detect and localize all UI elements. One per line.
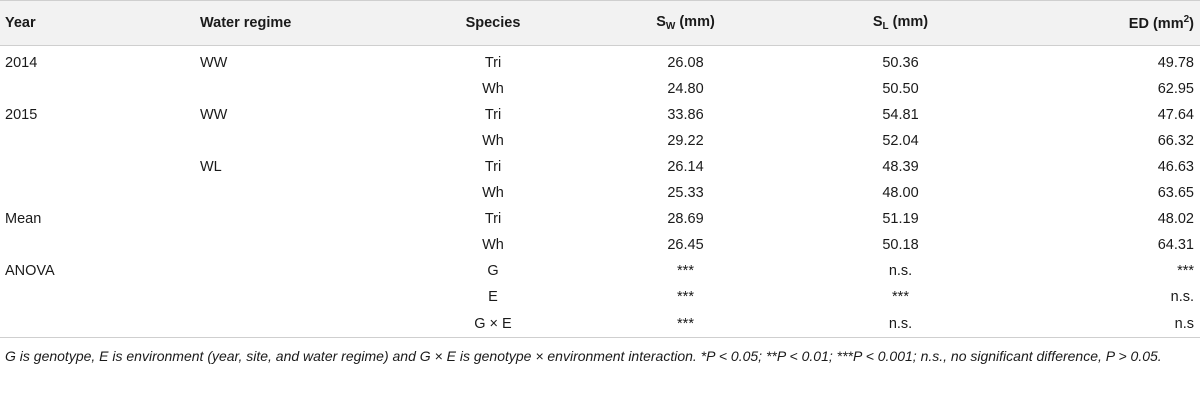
cell-sl: n.s.	[793, 310, 1008, 338]
cell-sw: 26.08	[667, 55, 704, 71]
cell-species: E	[488, 289, 498, 305]
cell-year: Mean	[5, 211, 42, 227]
table-row: 2014 WW Tri 26.08 50.36 49.78	[0, 46, 1200, 77]
cell-year: 2014	[5, 55, 38, 71]
data-table-container: Year Water regime Species SW (mm) SL (mm…	[0, 0, 1200, 364]
header-sw: SW (mm)	[578, 0, 793, 46]
table-row: 2015 WW Tri 33.86 54.81 47.64	[0, 102, 1200, 128]
table-row: E *** *** n.s.	[0, 284, 1200, 310]
cell-species: Tri	[484, 55, 502, 71]
cell-sl: 48.39	[882, 159, 919, 175]
cell-ed: 46.63	[1157, 159, 1194, 175]
cell-ed: ***	[1177, 263, 1194, 279]
cell-sl: 50.50	[882, 81, 919, 97]
cell-year: ANOVA	[5, 263, 55, 279]
cell-sw: 29.22	[667, 133, 704, 149]
header-sw-main: S	[656, 14, 666, 30]
cell-ed: 48.02	[1157, 211, 1194, 227]
cell-year: 2015	[5, 107, 38, 123]
cell-sw: ***	[677, 263, 694, 279]
cell-sl: 50.36	[882, 55, 919, 71]
cell-species: G	[487, 263, 499, 279]
table-footnote: G is genotype, E is environment (year, s…	[5, 348, 1162, 364]
cell-sl: 48.00	[882, 185, 919, 201]
header-water-regime: Water regime	[200, 0, 408, 46]
cell-water-regime	[200, 76, 408, 102]
cell-ed: 62.95	[1157, 81, 1194, 97]
header-sl-sub: L	[882, 21, 889, 32]
table-row: Wh 25.33 48.00 63.65	[0, 180, 1200, 206]
cell-year	[0, 76, 200, 102]
table-header-row: Year Water regime Species SW (mm) SL (mm…	[0, 0, 1200, 46]
cell-ed: 64.31	[1157, 237, 1194, 253]
cell-year	[0, 154, 200, 180]
table-row: Wh 26.45 50.18 64.31	[0, 232, 1200, 258]
cell-ed: 63.65	[1157, 185, 1194, 201]
cell-species: Wh	[482, 237, 504, 253]
cell-sw: 26.14	[667, 159, 704, 175]
cell-species: G × E	[408, 310, 578, 338]
cell-year	[0, 310, 200, 338]
cell-year	[0, 128, 200, 154]
cell-species: Tri	[484, 107, 502, 123]
table-row: G × E *** n.s. n.s	[0, 310, 1200, 338]
cell-sw: 24.80	[667, 81, 704, 97]
cell-ed: 49.78	[1157, 55, 1194, 71]
cell-ed: n.s.	[1170, 289, 1194, 305]
cell-species: Tri	[484, 159, 502, 175]
cell-sw: ***	[677, 289, 694, 305]
cell-ed: 47.64	[1157, 107, 1194, 123]
cell-sl: n.s.	[888, 263, 913, 279]
cell-species: Tri	[484, 211, 502, 227]
header-sw-unit: (mm)	[675, 14, 715, 30]
header-sl: SL (mm)	[793, 0, 1008, 46]
cell-water-regime	[200, 284, 408, 310]
table-row: ANOVA G *** n.s. ***	[0, 258, 1200, 284]
table-body: 2014 WW Tri 26.08 50.36 49.78 Wh 24.80 5…	[0, 46, 1200, 338]
cell-water-regime	[200, 232, 408, 258]
header-sl-unit: (mm)	[888, 14, 929, 30]
data-table: Year Water regime Species SW (mm) SL (mm…	[0, 0, 1200, 338]
header-sw-sub: W	[665, 21, 676, 32]
table-row: Mean Tri 28.69 51.19 48.02	[0, 206, 1200, 232]
cell-species: Wh	[482, 185, 504, 201]
header-species: Species	[408, 0, 578, 46]
cell-sl: 50.18	[882, 237, 919, 253]
cell-water-regime	[200, 258, 408, 284]
cell-year	[0, 284, 200, 310]
cell-water-regime: WL	[200, 159, 222, 175]
cell-water-regime	[200, 180, 408, 206]
cell-year	[0, 180, 200, 206]
table-row: WL Tri 26.14 48.39 46.63	[0, 154, 1200, 180]
cell-sl: 51.19	[882, 211, 919, 227]
table-row: Wh 24.80 50.50 62.95	[0, 76, 1200, 102]
header-sl-main: S	[872, 14, 883, 30]
header-ed: ED (mm2)	[1008, 0, 1200, 46]
cell-sl: ***	[892, 289, 909, 305]
cell-ed: 66.32	[1157, 133, 1194, 149]
cell-water-regime	[200, 206, 408, 232]
cell-sw: 28.69	[667, 211, 704, 227]
cell-species: Wh	[482, 81, 504, 97]
cell-sw: 25.33	[667, 185, 704, 201]
cell-water-regime: WW	[200, 55, 228, 71]
header-year: Year	[0, 0, 200, 46]
cell-species: Wh	[482, 133, 504, 149]
header-ed-close: )	[1189, 16, 1194, 32]
cell-water-regime: WW	[200, 107, 228, 123]
cell-sw: 26.45	[667, 237, 704, 253]
header-ed-sup: 2	[1183, 14, 1190, 25]
cell-year	[0, 232, 200, 258]
cell-ed: n.s	[1008, 310, 1200, 338]
cell-sw: ***	[578, 310, 793, 338]
header-ed-main: ED (mm	[1128, 16, 1184, 32]
cell-sw: 33.86	[667, 107, 704, 123]
cell-water-regime	[200, 310, 408, 338]
cell-water-regime	[200, 128, 408, 154]
cell-sl: 54.81	[882, 107, 919, 123]
table-row: Wh 29.22 52.04 66.32	[0, 128, 1200, 154]
cell-sl: 52.04	[882, 133, 919, 149]
